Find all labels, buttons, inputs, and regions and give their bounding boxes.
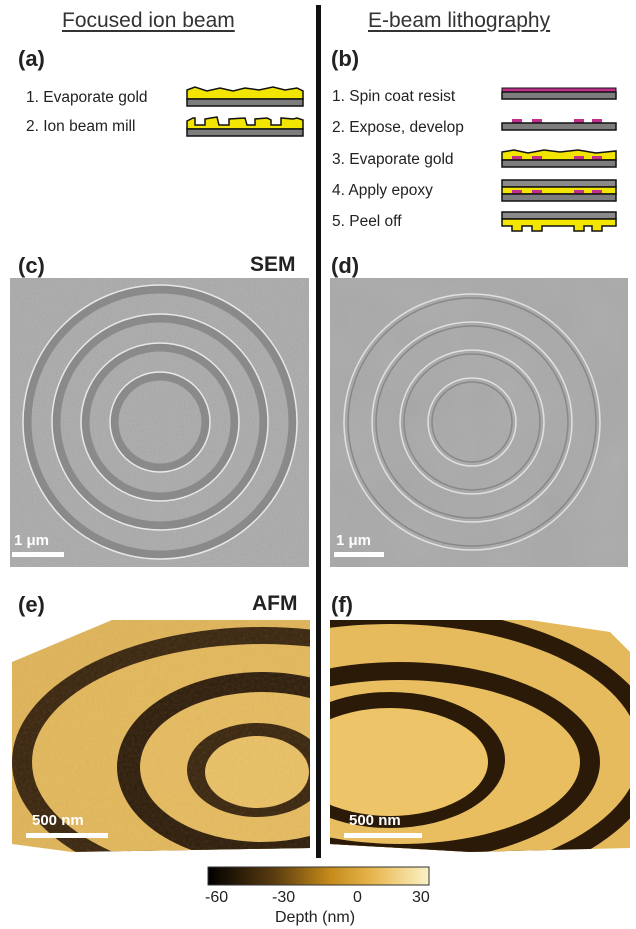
ebl-column-title: E-beam lithography	[368, 9, 551, 32]
depth-colorbar	[207, 866, 430, 886]
ebl-schematic-evaporate	[501, 149, 617, 168]
panel-label-d: (d)	[331, 253, 360, 278]
panel-label-a: (a)	[18, 46, 45, 71]
scale-bar-f	[344, 833, 422, 838]
ebl-schematic-expose	[501, 119, 617, 131]
ebl-step-5: 5. Peel off	[332, 213, 402, 230]
scale-label-d: 1 μm	[336, 532, 372, 549]
fib-step-2: 2. Ion beam mill	[26, 118, 136, 135]
scale-label-f: 500 nm	[349, 812, 401, 829]
afm-tag: AFM	[252, 592, 298, 615]
fib-column-title: Focused ion beam	[62, 9, 235, 32]
scale-bar-d	[334, 552, 384, 557]
colorbar-label: Depth (nm)	[275, 909, 356, 926]
afm-image-fib	[12, 620, 310, 852]
ebl-schematic-epoxy	[501, 179, 617, 202]
scale-label-e: 500 nm	[32, 812, 84, 829]
colorbar-tick-1: -60	[205, 889, 229, 906]
scale-bar-e	[26, 833, 108, 838]
panel-label-e: (e)	[18, 592, 45, 617]
ebl-step-1: 1. Spin coat resist	[332, 88, 456, 105]
panel-label-b: (b)	[331, 46, 360, 71]
ebl-schematic-spin-coat	[501, 87, 617, 100]
ebl-schematic-peel	[501, 211, 617, 232]
ebl-schematics	[501, 87, 617, 232]
colorbar-tick-2: -30	[272, 889, 296, 906]
panel-label-c: (c)	[18, 253, 45, 278]
panel-label-f: (f)	[331, 592, 353, 617]
colorbar-tick-3: 0	[353, 889, 362, 906]
scale-label-c: 1 μm	[14, 532, 50, 549]
sem-image-ebl	[330, 278, 628, 567]
fib-schematic-evaporate	[186, 86, 304, 107]
ebl-step-2: 2. Expose, develop	[332, 119, 464, 136]
ebl-step-4: 4. Apply epoxy	[332, 182, 433, 199]
afm-image-ebl	[330, 620, 630, 852]
fib-schematics	[186, 86, 304, 137]
fib-schematic-mill	[186, 116, 304, 137]
column-divider	[316, 5, 321, 858]
fib-step-1: 1. Evaporate gold	[26, 89, 148, 106]
sem-image-fib	[10, 278, 309, 567]
ebl-step-3: 3. Evaporate gold	[332, 151, 454, 168]
scale-bar-c	[12, 552, 64, 557]
sem-tag: SEM	[250, 253, 296, 276]
colorbar-tick-4: 30	[412, 889, 430, 906]
